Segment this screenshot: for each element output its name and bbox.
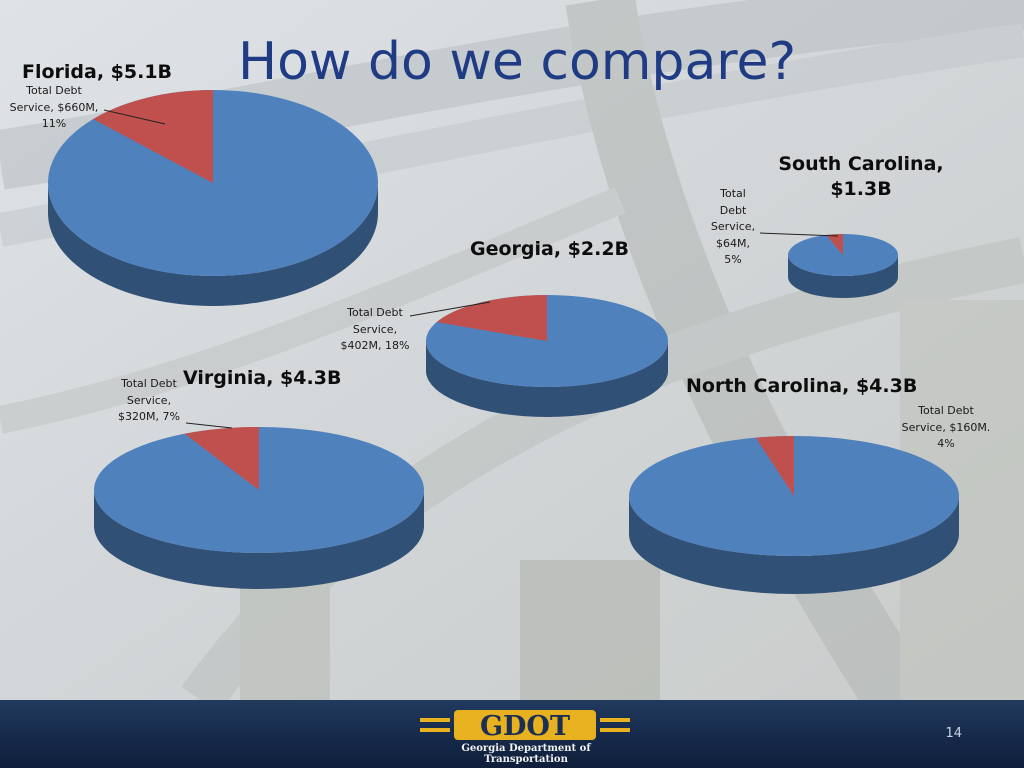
leader-line bbox=[103, 109, 166, 125]
pie-slice-debt-service bbox=[93, 90, 213, 183]
leader-line bbox=[409, 301, 491, 317]
pie-side-wall bbox=[629, 496, 959, 594]
slice-label-georgia: Total Debt Service, $402M, 18% bbox=[340, 306, 410, 352]
pie-slice-debt-service bbox=[184, 427, 259, 490]
pie-side-wall bbox=[94, 490, 424, 589]
chart-title-virginia: Virginia, $4.3B bbox=[183, 367, 342, 389]
pie-side-wall bbox=[426, 341, 668, 417]
slide-title: How do we compare? bbox=[238, 32, 797, 92]
pie-charts bbox=[48, 90, 959, 594]
pie-side-wall bbox=[788, 255, 898, 298]
leader-line bbox=[185, 422, 233, 429]
chart-title-north-carolina: North Carolina, $4.3B bbox=[686, 375, 918, 397]
pie-5 bbox=[629, 436, 959, 594]
pie-slice-debt-service bbox=[755, 436, 794, 496]
chart-title-south-carolina-text: South Carolina, $1.3B bbox=[778, 153, 944, 200]
slice-label-north-carolina: Total Debt Service, $160M. 4% bbox=[901, 404, 991, 450]
chart-title-georgia: Georgia, $2.2B bbox=[470, 238, 630, 260]
slice-label-florida: Total Debt Service, $660M, 11% bbox=[9, 84, 99, 130]
logo-subtitle: Georgia Department of Transportation bbox=[461, 743, 591, 765]
pie-2 bbox=[409, 295, 668, 417]
slice-label-virginia: Total Debt Service, $320M, 7% bbox=[118, 377, 180, 423]
highway-background-image bbox=[0, 0, 1024, 700]
pie-3 bbox=[759, 232, 898, 298]
gdot-logo: GDOT bbox=[420, 710, 630, 742]
leader-line bbox=[759, 232, 839, 237]
pie-1 bbox=[48, 90, 378, 306]
chart-title-florida: Florida, $5.1B bbox=[22, 61, 173, 83]
pie-slice-debt-service bbox=[436, 295, 547, 341]
chart-title-south-carolina: South Carolina, $1.3B bbox=[768, 152, 954, 201]
pie-4 bbox=[94, 422, 424, 589]
gdot-logo-text: GDOT bbox=[480, 711, 570, 742]
slice-label-south-carolina: Total Debt Service, $64M, 5% bbox=[710, 187, 756, 266]
page-number: 14 bbox=[945, 726, 962, 741]
pie-side-wall bbox=[48, 183, 378, 306]
pie-slice-debt-service bbox=[826, 233, 843, 255]
footer-bar: GDOT Georgia Department of Transportatio… bbox=[0, 700, 1024, 768]
